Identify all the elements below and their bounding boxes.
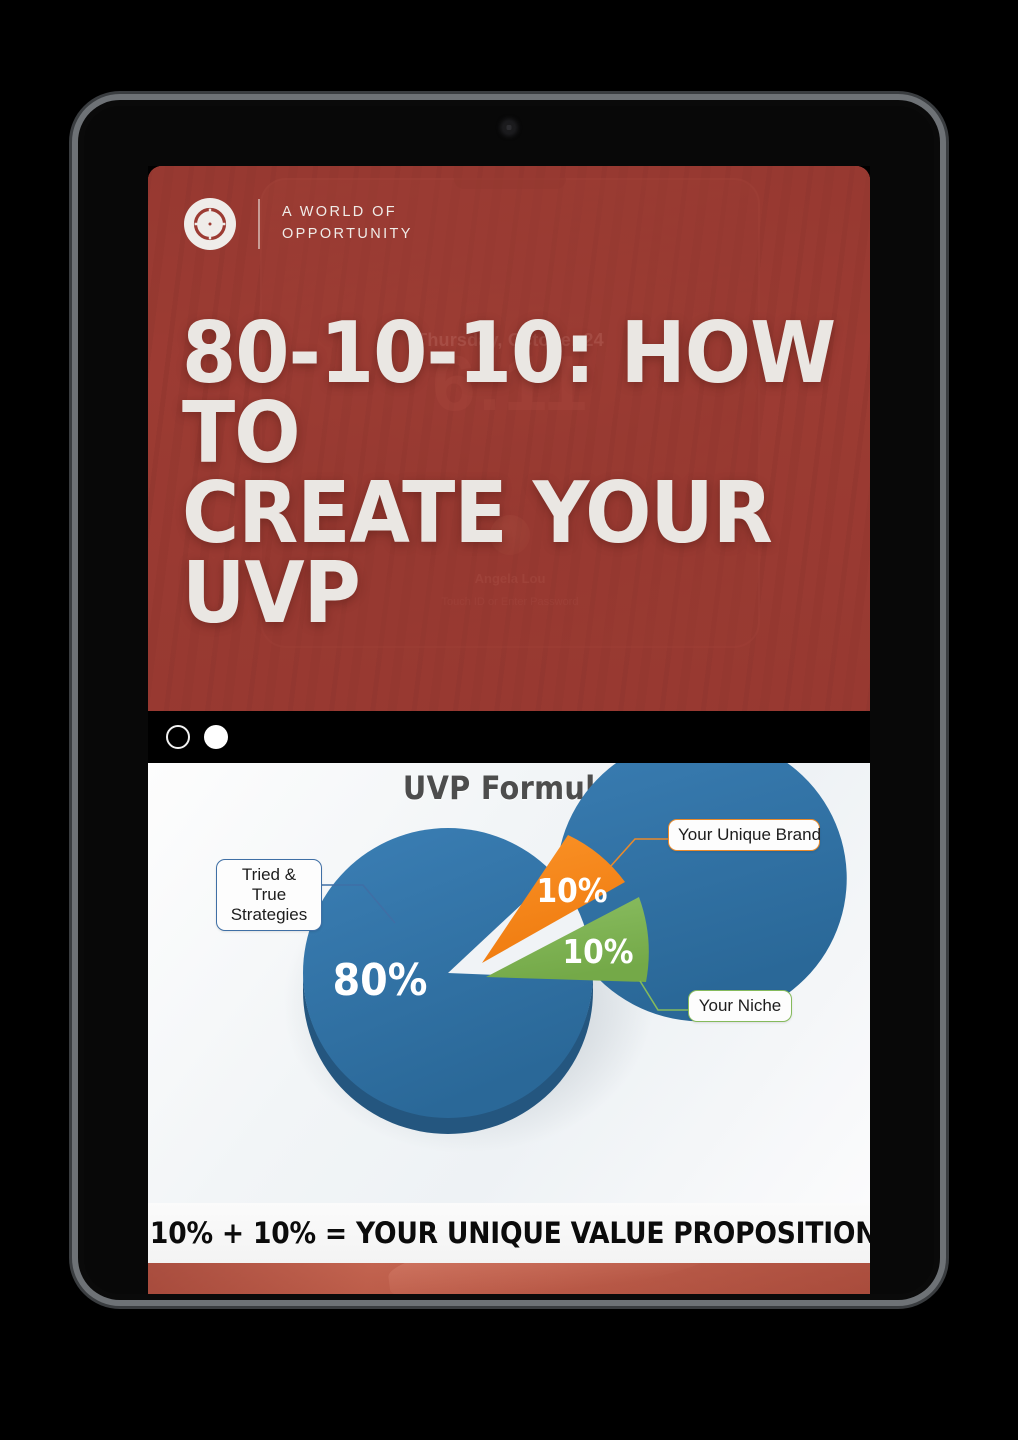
- page-title-line1: 80-10-10: HOW TO: [182, 304, 836, 483]
- tablet-screen: Thursday, October 24 6:11 Angela Lou Tou…: [148, 166, 870, 1294]
- page-title-line2: CREATE YOUR UVP: [182, 463, 773, 643]
- slide-chart[interactable]: UVP Formula: [148, 763, 870, 1203]
- front-camera-icon: [503, 122, 515, 133]
- page-title: 80-10-10: HOW TO CREATE YOUR UVP: [182, 311, 857, 643]
- svg-text:80%: 80%: [333, 955, 428, 1006]
- brand-bar: A WORLD OF OPPORTUNITY: [184, 198, 413, 250]
- callout-label-blue-line1: Tried & True: [241, 865, 297, 905]
- callout-label-blue[interactable]: Tried & True Strategies: [216, 859, 322, 932]
- formula-text: 80% + 10% + 10% = YOUR UNIQUE VALUE PROP…: [148, 1216, 870, 1250]
- callout-label-orange[interactable]: Your Unique Brand: [668, 819, 821, 852]
- brand-tagline-line2: OPPORTUNITY: [282, 226, 413, 242]
- carousel-indicator[interactable]: [148, 711, 870, 763]
- pie-chart: 80% 10% 10% Tried & True S: [148, 763, 870, 1153]
- brand-tagline: A WORLD OF OPPORTUNITY: [282, 202, 413, 246]
- brand-tagline-line1: A WORLD OF: [282, 204, 398, 221]
- slide-hero[interactable]: Thursday, October 24 6:11 Angela Lou Tou…: [148, 166, 870, 711]
- tablet-device: Thursday, October 24 6:11 Angela Lou Tou…: [78, 100, 940, 1300]
- carousel-dot-1[interactable]: [166, 725, 190, 749]
- band-highlight: [385, 1263, 721, 1294]
- svg-text:10%: 10%: [562, 932, 633, 971]
- callout-label-green[interactable]: Your Niche: [688, 990, 792, 1023]
- hero-red-overlay: [148, 166, 870, 711]
- svg-text:10%: 10%: [536, 871, 607, 910]
- bottom-photo-band: [148, 1263, 870, 1294]
- compass-icon: [184, 198, 236, 250]
- chart-title: UVP Formula: [402, 769, 616, 807]
- callout-label-blue-line2: Strategies: [230, 905, 308, 925]
- tablet-bezel: Thursday, October 24 6:11 Angela Lou Tou…: [84, 106, 934, 1294]
- carousel-dot-2[interactable]: [204, 725, 228, 749]
- brand-divider: [258, 199, 260, 249]
- formula-banner: 80% + 10% + 10% = YOUR UNIQUE VALUE PROP…: [148, 1203, 870, 1263]
